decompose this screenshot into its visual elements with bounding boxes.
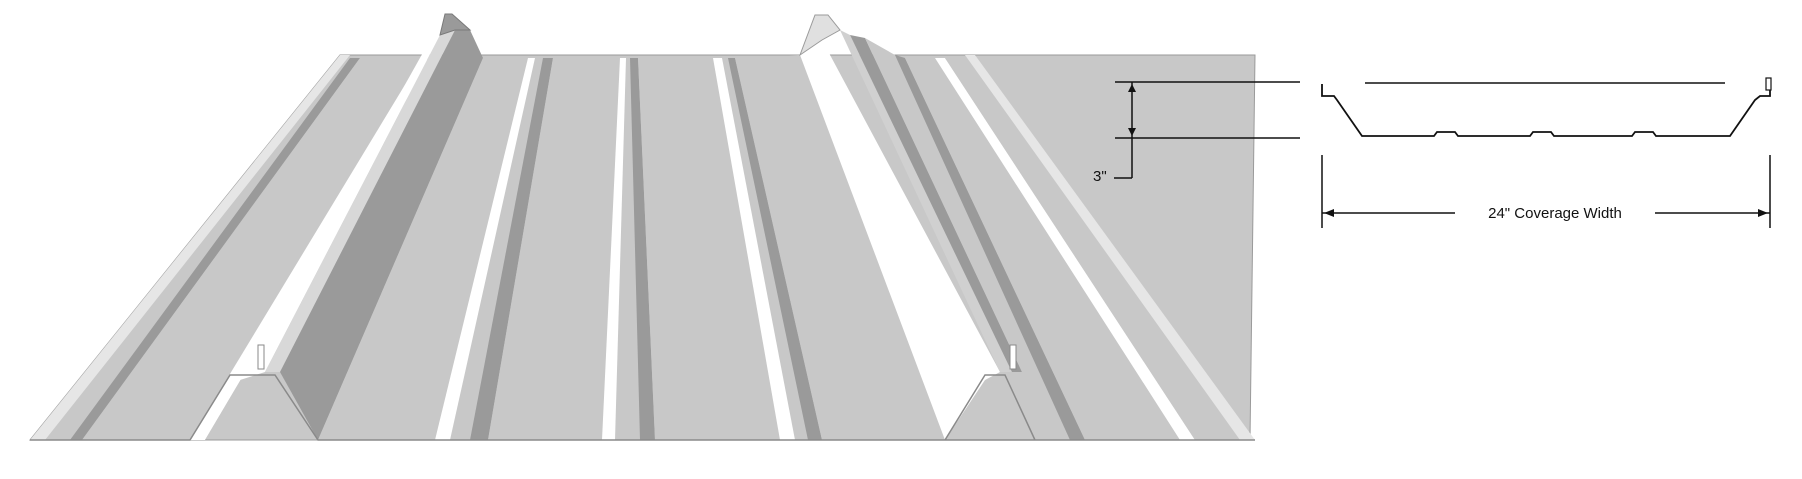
pan-3: [638, 58, 780, 440]
right-edge-strip: [965, 55, 1255, 440]
left-edge-strip: [30, 55, 350, 440]
right-clip-mark: [1009, 344, 1017, 370]
pan-1-white: [435, 58, 535, 440]
profile-cross-section: [1321, 77, 1772, 137]
left-clip-mark: [257, 344, 265, 370]
coverage-arrow-right: [1758, 209, 1768, 217]
left-rib-dark-face: [280, 30, 483, 440]
front-edge-profile: [30, 374, 1255, 441]
right-rib-cap: [798, 14, 841, 57]
pan-2-white: [602, 58, 626, 440]
pan-1: [318, 58, 528, 440]
profile-right-lock: [1765, 77, 1772, 91]
pan-1-dark: [470, 58, 553, 440]
profile-outline: [1321, 84, 1771, 137]
right-rib-dark: [850, 35, 1022, 372]
height-arrow-down: [1128, 128, 1136, 136]
right-flat-2: [945, 58, 1240, 440]
right-flat-1: [905, 58, 1180, 440]
left-rib-light: [265, 30, 455, 372]
left-rib-cap: [439, 13, 472, 36]
height-label: 3": [1093, 168, 1107, 185]
coverage-width-dimension: 24" Coverage Width: [1321, 155, 1771, 228]
left-edge-dark: [70, 58, 360, 440]
left-rib-white: [240, 35, 440, 380]
pan-3-dark: [728, 58, 822, 440]
coverage-width-label: 24" Coverage Width: [1488, 205, 1622, 222]
height-arrow-up: [1128, 84, 1136, 92]
coverage-arrow-left: [1324, 209, 1334, 217]
pan-4: [735, 55, 945, 440]
left-flat-1: [82, 58, 420, 440]
pan-3-white: [713, 58, 795, 440]
right-rib-light: [840, 30, 1012, 372]
right-flat-white: [935, 58, 1195, 440]
panel-3d-illustration: [28, 13, 1256, 441]
right-rib-white-face: [800, 40, 1000, 440]
right-flat-dark: [895, 55, 1085, 440]
pan-2-dark: [630, 58, 655, 440]
height-dimension: 3": [1093, 81, 1300, 185]
pan-2: [488, 58, 620, 440]
